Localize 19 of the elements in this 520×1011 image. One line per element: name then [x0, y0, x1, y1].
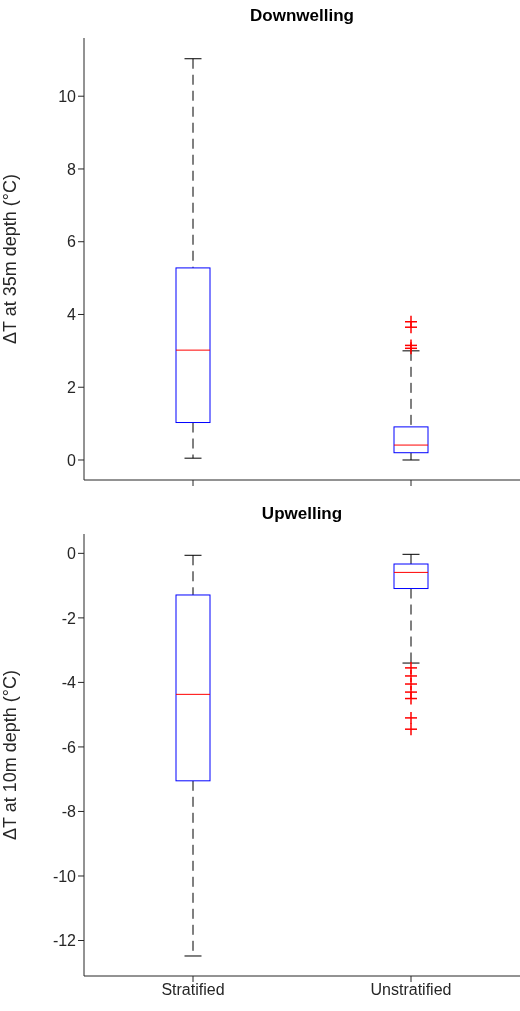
y-tick-label: 0 — [67, 545, 77, 563]
chart-title: Upwelling — [260, 504, 344, 524]
y-tick-label: 6 — [67, 233, 77, 251]
y-tick-label: -6 — [61, 738, 77, 756]
y-tick-label: 8 — [67, 160, 77, 178]
y-tick-label: 2 — [67, 378, 77, 396]
y-axis-title: ΔT at 10m depth (°C) — [0, 670, 21, 840]
y-tick-label: -8 — [61, 803, 77, 821]
y-tick-label: -10 — [52, 867, 77, 885]
y-tick-label: 0 — [67, 451, 77, 469]
y-axis-title: ΔT at 35m depth (°C) — [0, 174, 21, 344]
y-tick-label: -2 — [61, 609, 77, 627]
y-tick-label: 4 — [67, 306, 77, 324]
x-tick-label: Stratified — [161, 981, 225, 999]
x-tick-label: Unstratified — [370, 981, 452, 999]
y-tick-label: 10 — [58, 87, 77, 105]
chart-title: Downwelling — [249, 6, 355, 26]
y-tick-label: -12 — [52, 932, 77, 950]
y-tick-label: -4 — [61, 674, 77, 692]
